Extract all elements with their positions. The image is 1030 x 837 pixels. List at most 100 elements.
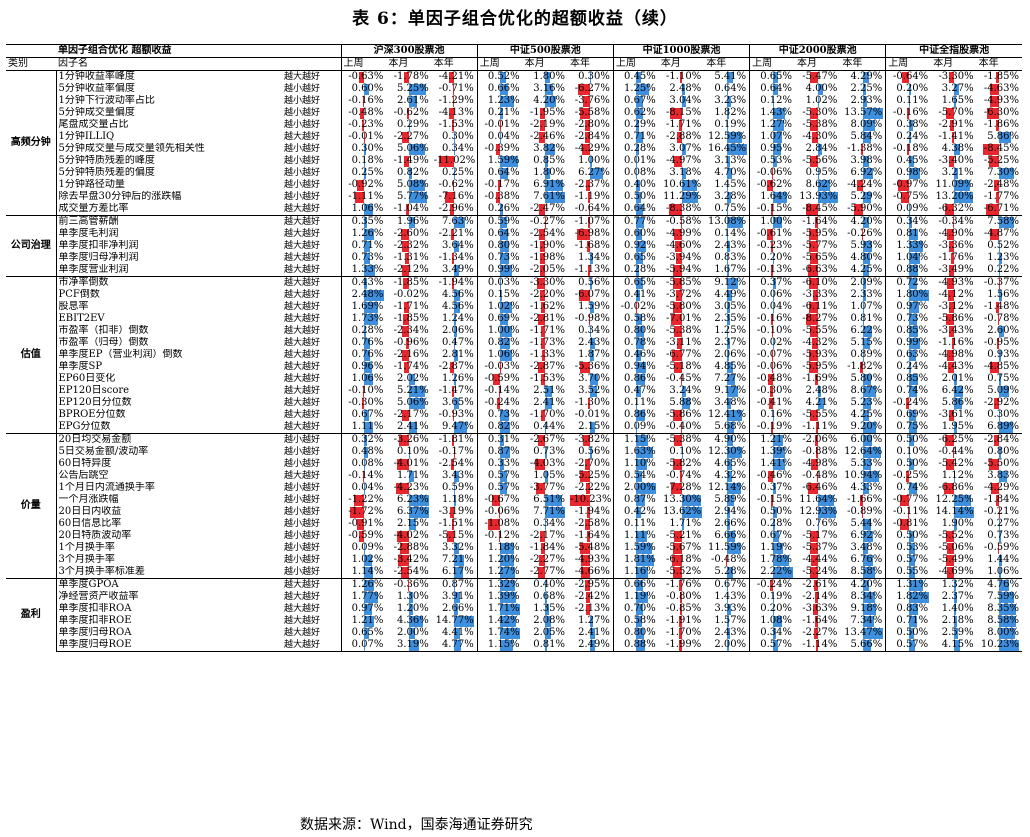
excess-return-cell: 1.27%: [568, 615, 613, 627]
positive-bar: [636, 580, 643, 591]
value-text: 0.94%: [624, 361, 656, 372]
excess-return-cell: 0.42%: [612, 506, 659, 518]
excess-return-cell: -0.62%: [386, 107, 431, 119]
category-label: 公司治理: [6, 215, 57, 277]
negative-bar: [539, 555, 546, 566]
positive-bar: [500, 229, 508, 240]
excess-return-cell: 7.21%: [432, 554, 477, 566]
negative-bar: [673, 302, 682, 313]
value-text: 8.09%: [850, 119, 883, 130]
value-text: 0.40%: [533, 579, 565, 590]
value-text: 0.68%: [533, 591, 565, 602]
value-text: 9.17%: [714, 385, 747, 396]
value-text: 5.28%: [714, 566, 747, 577]
value-text: -1.84%: [983, 494, 1019, 505]
value-text: 0.10%: [896, 446, 929, 457]
factor-name: 5分钟特质残差的峰度: [58, 155, 155, 166]
positive-bar: [999, 471, 1007, 482]
value-text: 0.58%: [624, 615, 656, 626]
excess-return-cell: -6.63%: [795, 264, 840, 277]
value-text: 0.19%: [760, 591, 792, 602]
value-text: -4.12%: [938, 289, 974, 300]
negative-bar: [810, 108, 818, 119]
excess-return-cell: -4.43%: [931, 361, 976, 373]
category-label: 价量: [6, 433, 57, 579]
excess-return-cell: 1.25%: [612, 83, 659, 95]
positive-bar: [454, 483, 456, 494]
positive-bar: [862, 483, 870, 494]
positive-bar: [862, 326, 872, 337]
negative-bar: [989, 96, 1000, 107]
value-text: 0.28%: [351, 325, 384, 336]
value-text: -2.13%: [574, 603, 610, 614]
value-text: 1.80%: [896, 289, 929, 300]
period-header: 本年: [704, 57, 750, 71]
value-text: 1.04%: [896, 252, 929, 263]
excess-return-cell: -4.63%: [977, 83, 1022, 95]
positive-bar: [500, 84, 508, 95]
value-text: -4.13%: [438, 107, 474, 118]
excess-return-cell: 0.59%: [476, 215, 523, 228]
positive-bar: [363, 362, 372, 373]
excess-return-cell: 9.18%: [840, 603, 885, 615]
excess-return-cell: 5.25%: [386, 83, 431, 95]
negative-bar: [945, 435, 954, 446]
positive-bar: [636, 604, 644, 615]
value-text: 3.23%: [714, 95, 747, 106]
excess-return-cell: -5.36%: [568, 361, 613, 373]
positive-bar: [363, 338, 371, 349]
value-text: -0.62%: [393, 107, 429, 118]
positive-bar: [500, 168, 508, 179]
excess-return-cell: 1.82%: [704, 107, 749, 119]
excess-return-cell: 0.85%: [523, 155, 568, 167]
negative-bar: [812, 290, 818, 301]
excess-return-cell: 0.52%: [476, 70, 523, 83]
positive-bar: [363, 144, 367, 155]
positive-bar: [953, 386, 963, 397]
positive-bar: [772, 144, 782, 155]
value-text: 0.57%: [760, 639, 792, 650]
value-text: 0.88%: [896, 264, 929, 275]
positive-bar: [454, 374, 456, 385]
value-text: -5.95%: [802, 361, 838, 372]
direction-label: 越大越好: [284, 398, 321, 408]
table-row: 单季度扣非ROE 越大越好 1.21% 4.36% 14.77% 1.42% 2.08% 1.…: [6, 615, 1022, 627]
excess-return-cell: 0.53%: [749, 155, 795, 167]
excess-return-cell: 0.64%: [476, 167, 523, 179]
excess-return-cell: 1.10%: [612, 458, 659, 470]
positive-bar: [817, 507, 837, 518]
excess-return-cell: 0.71%: [340, 240, 387, 252]
value-text: 1.96%: [397, 216, 429, 227]
excess-return-cell: 4.41%: [432, 627, 477, 639]
excess-return-cell: 6.66%: [704, 530, 749, 542]
excess-return-cell: 0.12%: [749, 95, 795, 107]
value-text: -1.85%: [983, 71, 1019, 82]
positive-bar: [500, 422, 510, 433]
value-text: -0.23%: [756, 240, 792, 251]
value-text: 4.90%: [714, 434, 747, 445]
value-text: 0.58%: [624, 313, 656, 324]
negative-bar: [398, 435, 410, 446]
factor-name: 前三高管薪酬: [56, 215, 281, 228]
excess-return-cell: -0.16%: [749, 313, 795, 325]
negative-bar: [453, 410, 455, 421]
positive-bar: [590, 72, 592, 83]
value-text: 12.93%: [799, 506, 838, 517]
positive-bar: [726, 495, 734, 506]
excess-return-cell: 1.06%: [340, 203, 387, 216]
excess-return-cell: 0.75%: [704, 203, 749, 216]
positive-bar: [953, 519, 957, 530]
value-text: -2.22%: [574, 482, 610, 493]
excess-return-cell: 1.96%: [386, 215, 432, 228]
excess-return-cell: 1.23%: [476, 95, 523, 107]
excess-return-cell: -1.33%: [523, 349, 568, 361]
excess-return-cell: 1.07%: [749, 131, 795, 143]
excess-return-cell: 12.93%: [795, 506, 840, 518]
excess-return-cell: 2.15%: [568, 421, 613, 434]
excess-return-cell: -0.11%: [885, 506, 932, 518]
excess-return-cell: 5.66%: [840, 639, 886, 652]
value-text: 7.63%: [441, 216, 474, 227]
positive-bar: [500, 338, 510, 349]
value-text: 3.70%: [578, 373, 610, 384]
positive-bar: [953, 422, 957, 433]
